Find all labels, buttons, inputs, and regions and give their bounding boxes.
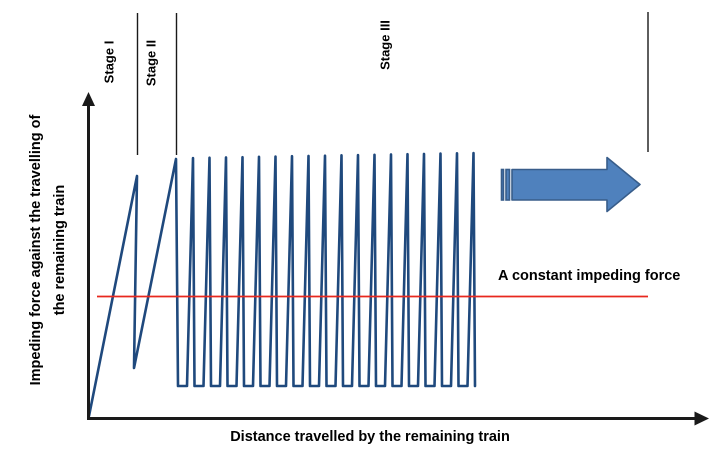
arrow-body — [511, 156, 641, 213]
constant-force-annotation: A constant impeding force — [498, 268, 681, 284]
y-axis-label: Impeding force against the travelling of… — [24, 115, 72, 386]
stage-label-2: Stage II — [143, 39, 159, 87]
arrow-stripe-2 — [505, 168, 511, 201]
x-axis-label: Distance travelled by the remaining trai… — [230, 429, 510, 445]
arrow-stripe-1 — [500, 168, 505, 201]
stage-label-1: Stage I — [101, 40, 117, 84]
stage-label-3: Stage III — [377, 20, 393, 70]
y-axis-arrowhead-icon — [82, 92, 95, 106]
y-axis-label-line1: Impeding force against the travelling of — [28, 114, 44, 386]
waveform-path — [87, 151, 477, 418]
y-axis-label-line2: the remaining train — [52, 184, 68, 316]
x-axis-arrowhead-icon — [694, 411, 709, 426]
continuation-arrow-icon — [500, 156, 641, 213]
stage-divider-lines — [136, 12, 649, 155]
